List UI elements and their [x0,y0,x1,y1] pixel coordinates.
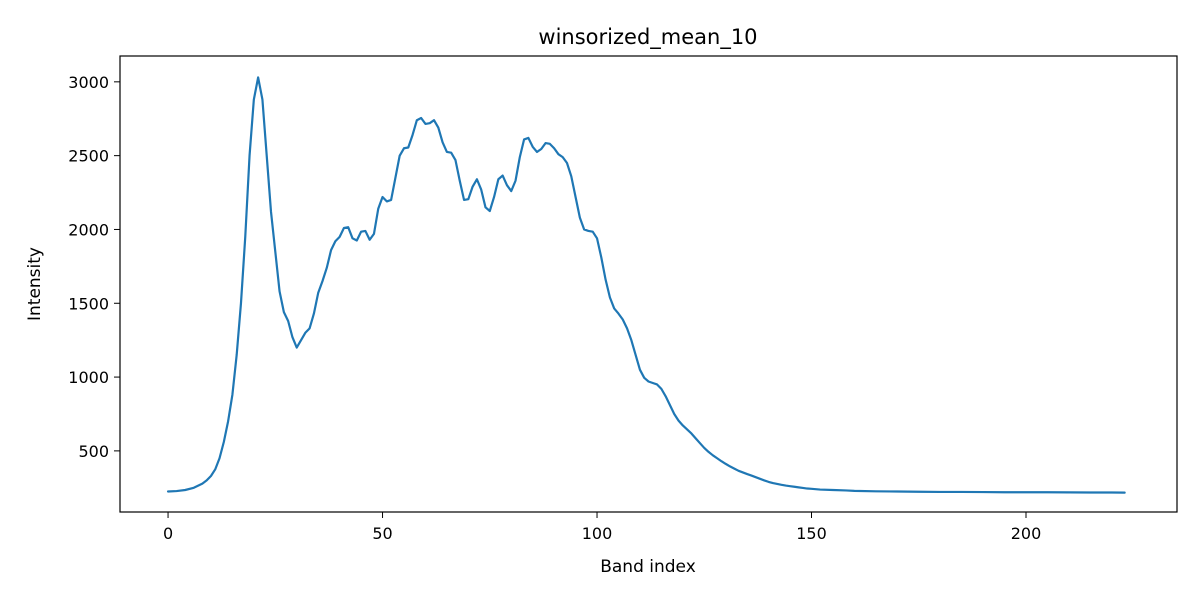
y-tick-label: 1500 [68,294,109,313]
x-tick-label: 50 [372,524,392,543]
plot-area: 0 50 100 150 200 500 1000 1500 2000 2500 3000 [68,55,1178,543]
y-tick-label: 2000 [68,220,109,239]
y-tick-label: 2500 [68,147,109,166]
y-axis-title: Intensity [25,247,45,321]
x-tick-label: 150 [796,524,827,543]
chart-title: winsorized_mean_10 [538,25,757,50]
plot-frame [119,55,1178,513]
x-tick-label: 200 [1011,524,1042,543]
x-tick-label: 0 [163,524,173,543]
x-axis-title: Band index [600,557,696,577]
series-line [166,76,1126,494]
x-tick-label: 100 [582,524,613,543]
y-tick-label: 3000 [68,73,109,92]
y-tick-label: 500 [78,442,109,461]
y-tick-label: 1000 [68,368,109,387]
